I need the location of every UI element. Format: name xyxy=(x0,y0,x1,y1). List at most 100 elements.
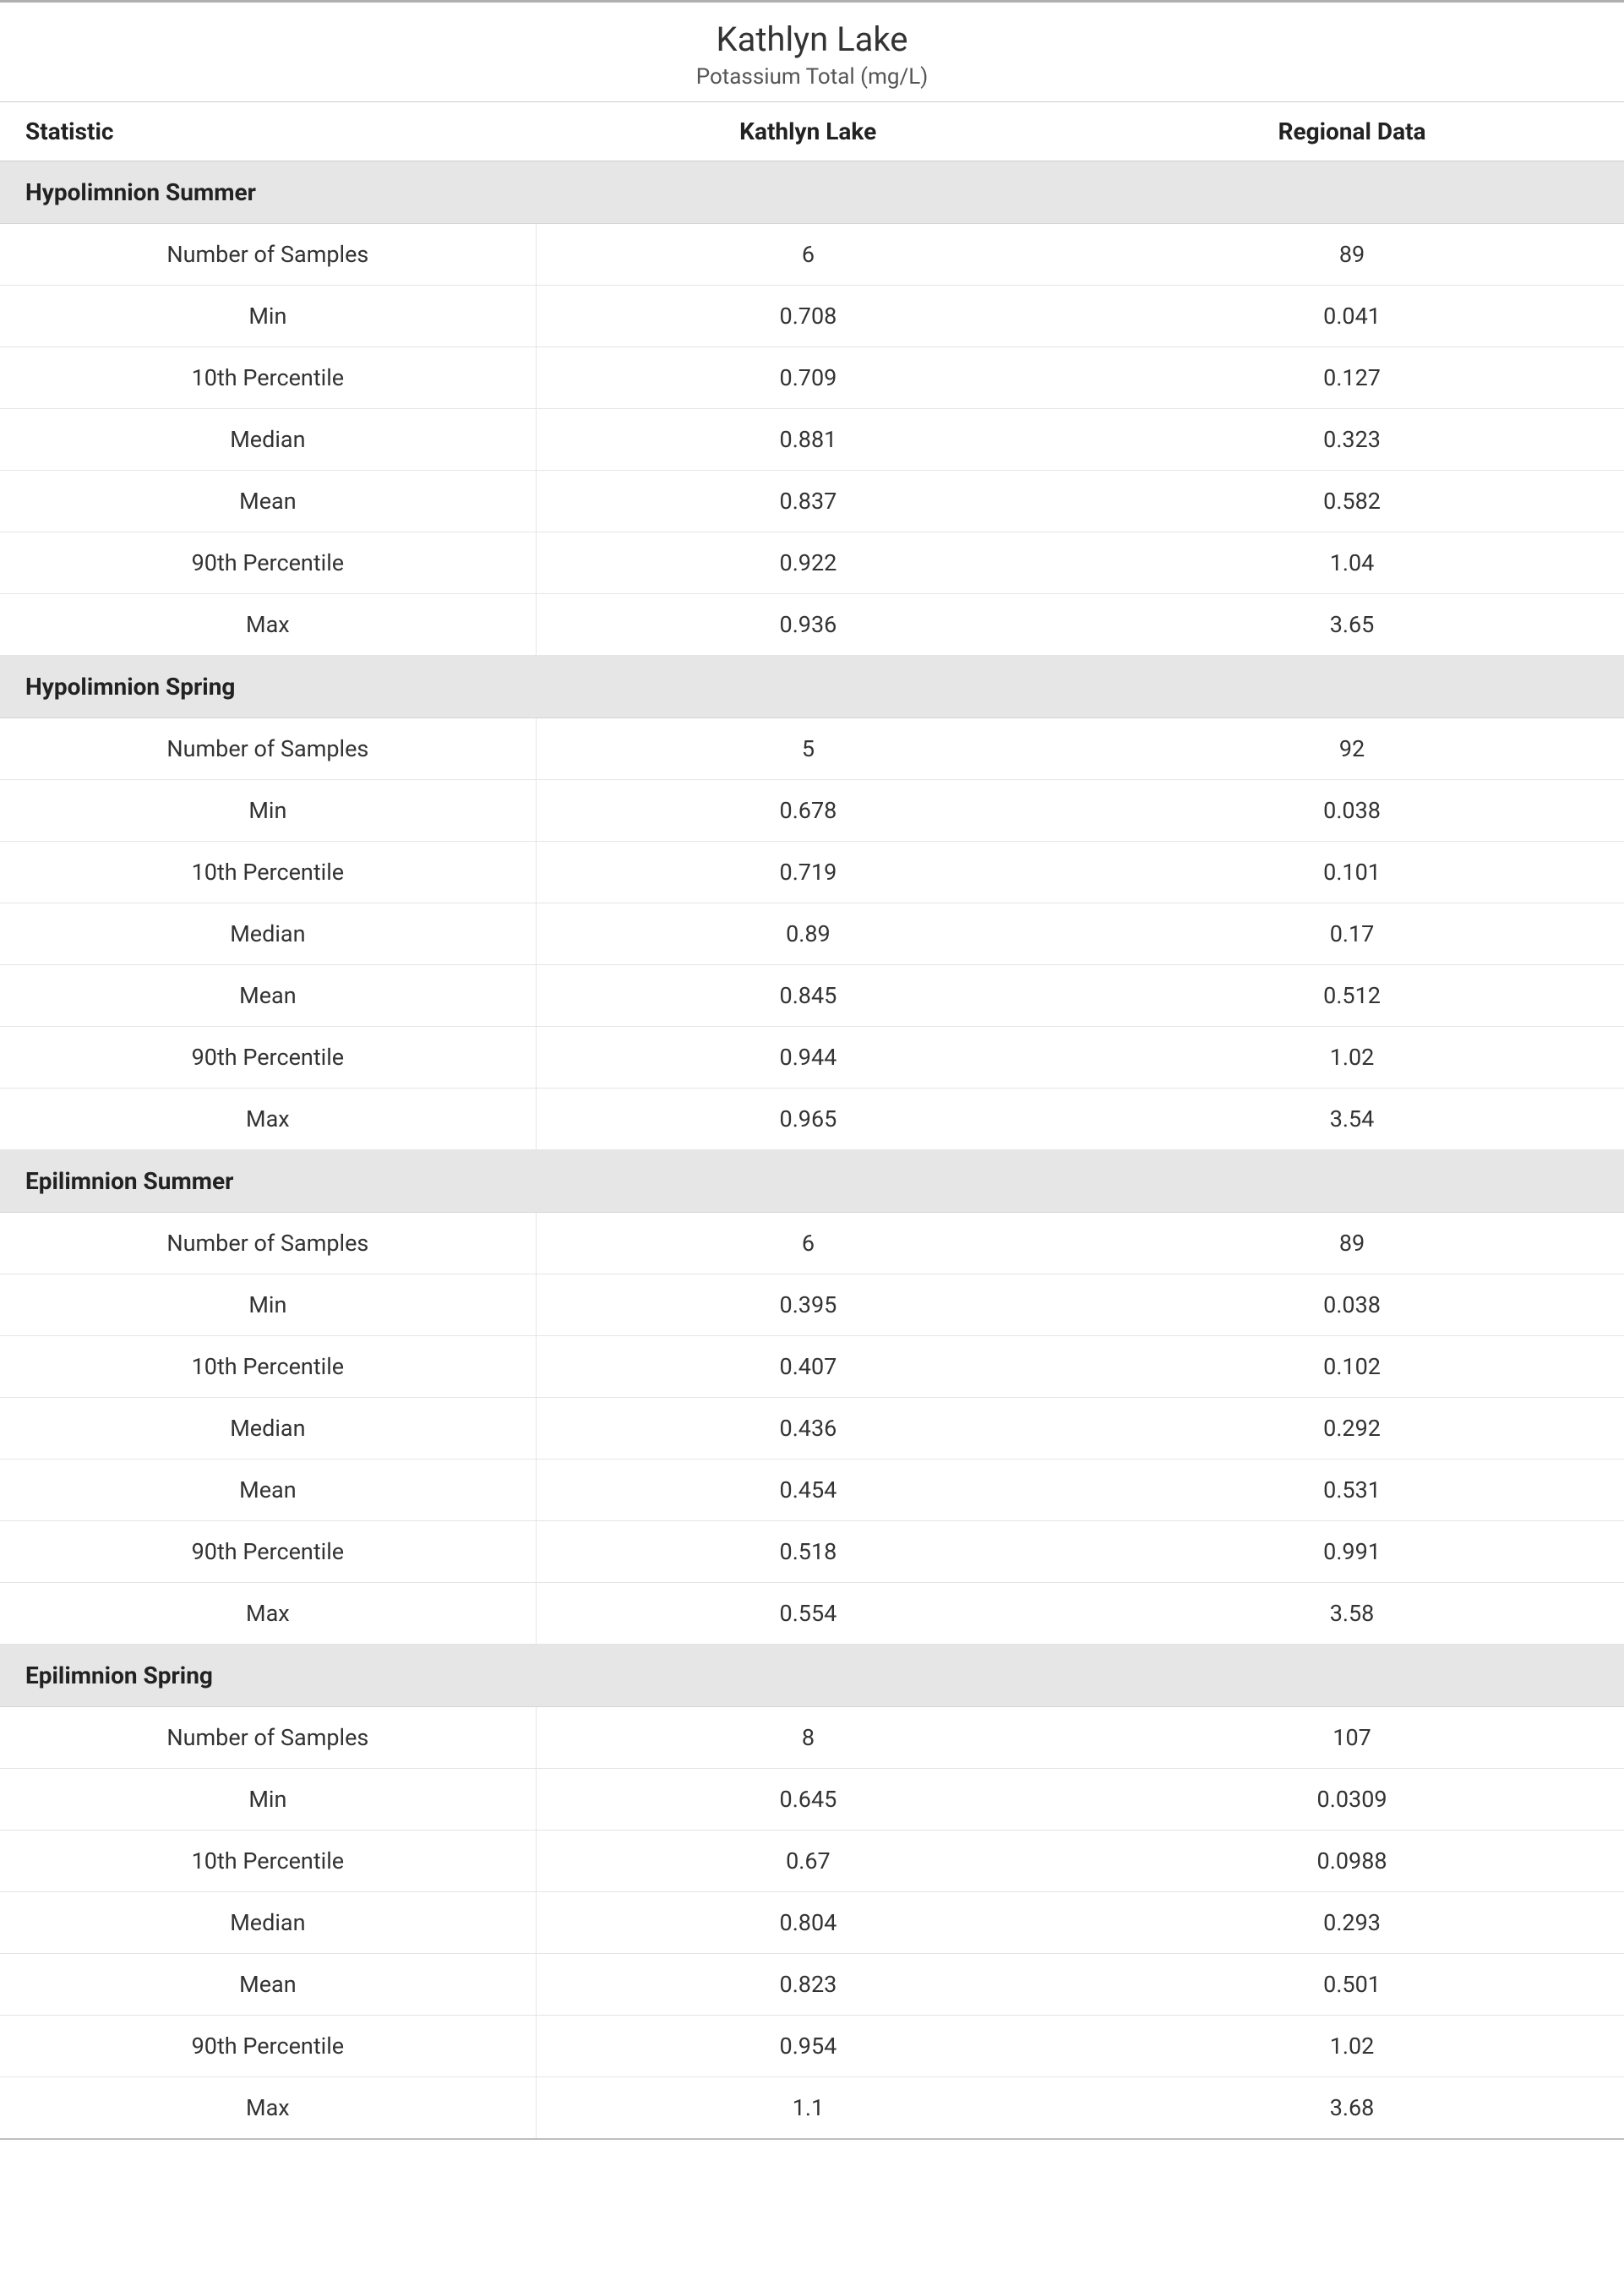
lake-value: 0.954 xyxy=(536,2016,1080,2077)
stat-label: Max xyxy=(0,1583,536,1645)
stat-label: Min xyxy=(0,1274,536,1336)
table-row: Mean0.8230.501 xyxy=(0,1954,1624,2016)
table-row: Max1.13.68 xyxy=(0,2077,1624,2140)
stat-label: 90th Percentile xyxy=(0,2016,536,2077)
regional-value: 0.17 xyxy=(1080,903,1624,965)
lake-value: 0.678 xyxy=(536,780,1080,842)
section-header: Epilimnion Spring xyxy=(0,1645,1624,1707)
stat-label: 10th Percentile xyxy=(0,842,536,903)
table-row: Median0.4360.292 xyxy=(0,1398,1624,1460)
regional-value: 0.991 xyxy=(1080,1521,1624,1583)
lake-value: 0.719 xyxy=(536,842,1080,903)
stat-label: Min xyxy=(0,1769,536,1831)
stat-label: Mean xyxy=(0,1460,536,1521)
lake-value: 0.837 xyxy=(536,471,1080,532)
col-header-regional: Regional Data xyxy=(1080,102,1624,161)
table-row: Min0.6780.038 xyxy=(0,780,1624,842)
regional-value: 92 xyxy=(1080,718,1624,780)
lake-value: 0.881 xyxy=(536,409,1080,471)
stat-label: Max xyxy=(0,594,536,656)
table-row: Median0.8810.323 xyxy=(0,409,1624,471)
section-header-label: Hypolimnion Summer xyxy=(0,161,1624,224)
regional-value: 0.127 xyxy=(1080,347,1624,409)
table-row: Number of Samples689 xyxy=(0,224,1624,286)
regional-value: 0.501 xyxy=(1080,1954,1624,2016)
regional-value: 0.292 xyxy=(1080,1398,1624,1460)
stat-label: Median xyxy=(0,1398,536,1460)
regional-value: 0.323 xyxy=(1080,409,1624,471)
page-subtitle: Potassium Total (mg/L) xyxy=(0,64,1624,90)
regional-value: 0.041 xyxy=(1080,286,1624,347)
table-row: Median0.8040.293 xyxy=(0,1892,1624,1954)
regional-value: 0.531 xyxy=(1080,1460,1624,1521)
table-row: Median0.890.17 xyxy=(0,903,1624,965)
table-row: Number of Samples689 xyxy=(0,1213,1624,1274)
table-row: 90th Percentile0.9541.02 xyxy=(0,2016,1624,2077)
lake-value: 0.823 xyxy=(536,1954,1080,2016)
lake-value: 0.645 xyxy=(536,1769,1080,1831)
regional-value: 3.68 xyxy=(1080,2077,1624,2140)
lake-value: 0.845 xyxy=(536,965,1080,1027)
section-header: Hypolimnion Spring xyxy=(0,656,1624,718)
table-row: Max0.9363.65 xyxy=(0,594,1624,656)
stat-label: Mean xyxy=(0,1954,536,2016)
regional-value: 0.0309 xyxy=(1080,1769,1624,1831)
stat-label: Min xyxy=(0,780,536,842)
section-header-label: Epilimnion Summer xyxy=(0,1150,1624,1213)
stat-label: Number of Samples xyxy=(0,1213,536,1274)
regional-value: 3.54 xyxy=(1080,1089,1624,1150)
stat-label: 10th Percentile xyxy=(0,1336,536,1398)
table-row: Number of Samples592 xyxy=(0,718,1624,780)
lake-value: 0.436 xyxy=(536,1398,1080,1460)
stat-label: Median xyxy=(0,1892,536,1954)
table-row: 10th Percentile0.4070.102 xyxy=(0,1336,1624,1398)
regional-value: 89 xyxy=(1080,224,1624,286)
stat-label: Number of Samples xyxy=(0,1707,536,1769)
regional-value: 1.02 xyxy=(1080,2016,1624,2077)
lake-value: 6 xyxy=(536,1213,1080,1274)
lake-value: 0.407 xyxy=(536,1336,1080,1398)
section-header-label: Epilimnion Spring xyxy=(0,1645,1624,1707)
regional-value: 0.101 xyxy=(1080,842,1624,903)
regional-value: 3.65 xyxy=(1080,594,1624,656)
stat-label: Number of Samples xyxy=(0,224,536,286)
table-row: 10th Percentile0.670.0988 xyxy=(0,1831,1624,1892)
table-row: 90th Percentile0.9441.02 xyxy=(0,1027,1624,1089)
lake-value: 0.922 xyxy=(536,532,1080,594)
table-row: 10th Percentile0.7190.101 xyxy=(0,842,1624,903)
table-header-row: Statistic Kathlyn Lake Regional Data xyxy=(0,102,1624,161)
stat-label: Mean xyxy=(0,471,536,532)
stat-label: Max xyxy=(0,1089,536,1150)
regional-value: 0.102 xyxy=(1080,1336,1624,1398)
stat-label: Median xyxy=(0,409,536,471)
lake-value: 0.936 xyxy=(536,594,1080,656)
table-body: Hypolimnion SummerNumber of Samples689Mi… xyxy=(0,161,1624,2140)
lake-value: 6 xyxy=(536,224,1080,286)
regional-value: 0.293 xyxy=(1080,1892,1624,1954)
table-row: Max0.9653.54 xyxy=(0,1089,1624,1150)
lake-value: 0.89 xyxy=(536,903,1080,965)
table-row: Mean0.8450.512 xyxy=(0,965,1624,1027)
lake-value: 0.709 xyxy=(536,347,1080,409)
regional-value: 0.0988 xyxy=(1080,1831,1624,1892)
title-block: Kathlyn Lake Potassium Total (mg/L) xyxy=(0,3,1624,101)
section-header-label: Hypolimnion Spring xyxy=(0,656,1624,718)
table-row: Number of Samples8107 xyxy=(0,1707,1624,1769)
lake-value: 5 xyxy=(536,718,1080,780)
stat-label: 90th Percentile xyxy=(0,532,536,594)
lake-value: 0.944 xyxy=(536,1027,1080,1089)
lake-value: 0.454 xyxy=(536,1460,1080,1521)
report-container: Kathlyn Lake Potassium Total (mg/L) Stat… xyxy=(0,0,1624,2140)
regional-value: 0.038 xyxy=(1080,780,1624,842)
stat-label: Number of Samples xyxy=(0,718,536,780)
stat-label: Median xyxy=(0,903,536,965)
lake-value: 0.965 xyxy=(536,1089,1080,1150)
section-header: Hypolimnion Summer xyxy=(0,161,1624,224)
lake-value: 0.67 xyxy=(536,1831,1080,1892)
lake-value: 0.395 xyxy=(536,1274,1080,1336)
regional-value: 0.582 xyxy=(1080,471,1624,532)
table-row: 90th Percentile0.5180.991 xyxy=(0,1521,1624,1583)
table-row: Mean0.8370.582 xyxy=(0,471,1624,532)
stat-label: 90th Percentile xyxy=(0,1027,536,1089)
stats-table: Statistic Kathlyn Lake Regional Data Hyp… xyxy=(0,101,1624,2140)
